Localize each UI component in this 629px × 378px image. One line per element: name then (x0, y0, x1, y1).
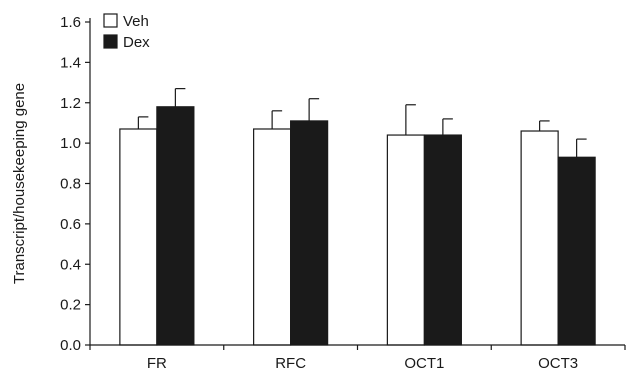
bar-veh-rfc (253, 128, 292, 346)
x-tick-label: FR (147, 355, 167, 372)
y-tick-label: 1.2 (60, 95, 81, 112)
legend-label-veh: Veh (123, 13, 149, 30)
legend-label-dex: Dex (123, 34, 150, 51)
bar-veh-oct1 (386, 134, 425, 346)
y-tick-label: 1.6 (60, 14, 81, 31)
x-tick-label: RFC (275, 355, 306, 372)
bar-dex-oct1 (423, 134, 462, 346)
y-tick-label: 0.6 (60, 216, 81, 233)
x-tick-label: OCT1 (404, 355, 444, 372)
bar-veh-oct3 (520, 130, 559, 346)
x-axis-ticks: FR RFC OCT1 OCT3 (89, 345, 626, 372)
bar-dex-oct3 (557, 156, 596, 346)
bar-dex-fr (156, 106, 195, 346)
legend-swatch-dex (103, 34, 118, 49)
y-tick-label: 0.8 (60, 176, 81, 193)
bar-dex-rfc (290, 120, 329, 346)
legend-swatch-veh (103, 13, 118, 28)
y-tick-label: 1.4 (60, 54, 81, 71)
bar-veh-fr (119, 128, 158, 346)
bars (119, 88, 596, 346)
y-tick-label: 0.2 (60, 297, 81, 314)
legend: Veh Dex (103, 13, 150, 51)
x-tick-label: OCT3 (538, 355, 578, 372)
y-tick-label: 0.4 (60, 256, 81, 273)
y-tick-label: 1.0 (60, 135, 81, 152)
y-axis-label: Transcript/housekeeping gene (11, 83, 28, 284)
y-tick-label: 0.0 (60, 337, 81, 354)
y-axis-ticks: 0.0 0.2 0.4 0.6 0.8 1.0 1.2 1.4 1.6 (60, 14, 90, 354)
